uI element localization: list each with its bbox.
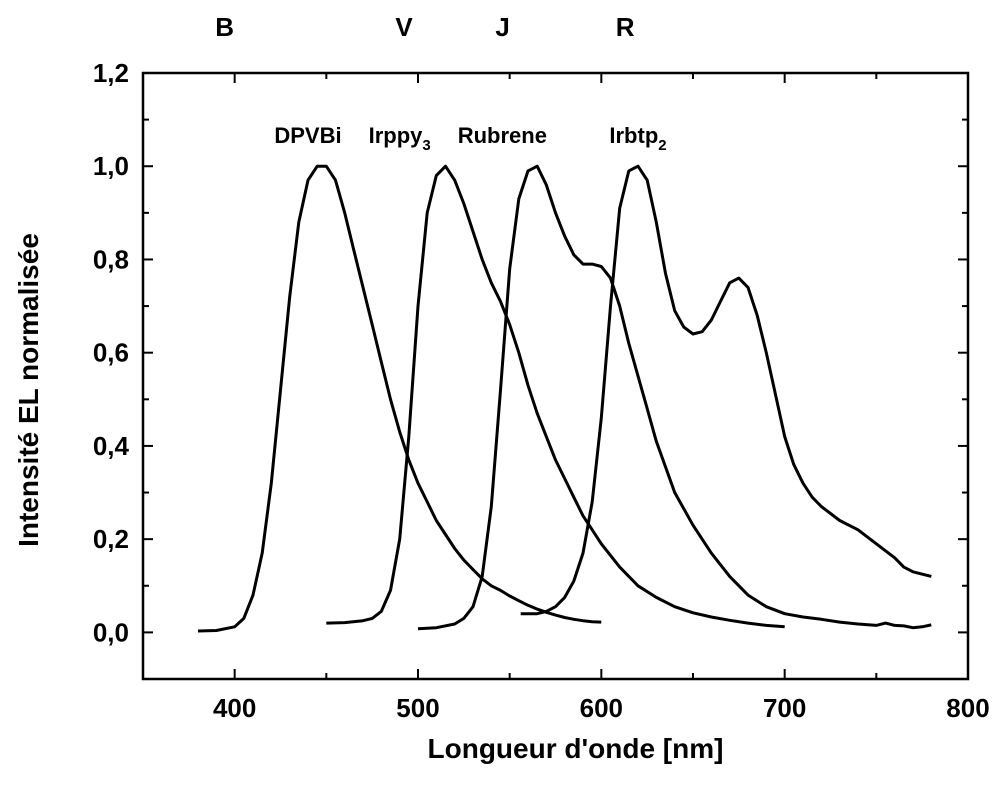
x-tick-label: 700 (763, 693, 806, 723)
axis-tick-labels: 400 500 600 700 800 0,0 0,2 0,4 0,6 0,8 1,0 1,2 (93, 58, 990, 723)
series-line-dpvbi (197, 164, 602, 633)
series-label-irbtp: Irbtp2 (609, 123, 666, 154)
y-tick-label: 0,2 (93, 524, 129, 554)
y-axis-title: Intensité EL normalisée (13, 233, 44, 547)
band-label-r: R (616, 12, 635, 42)
series-line-irbtp (520, 164, 932, 616)
series-label-irppy: Irppy3 (369, 123, 431, 154)
x-tick-label: 400 (213, 693, 256, 723)
series-labels: DPVBi Irppy3 Rubrene Irbtp2 (274, 123, 666, 154)
series-label-dpvbi: DPVBi (274, 123, 341, 148)
band-label-j: J (495, 12, 509, 42)
y-tick-label: 0,6 (93, 338, 129, 368)
y-tick-label: 1,2 (93, 58, 129, 88)
band-label-b: B (215, 12, 234, 42)
series-label-subscript: 2 (658, 137, 666, 154)
x-tick-label: 800 (946, 693, 989, 723)
y-tick-label: 1,0 (93, 151, 129, 181)
series-label-text: Irppy (369, 123, 424, 148)
series-label-text: Rubrene (458, 123, 547, 148)
series-curves (197, 164, 932, 633)
y-tick-label: 0,0 (93, 617, 129, 647)
x-tick-label: 600 (580, 693, 623, 723)
series-label-text: Irbtp (609, 123, 658, 148)
plot-frame (141, 71, 970, 681)
series-line-rubrene (417, 164, 932, 631)
series-line-irppy (326, 164, 785, 629)
series-label-subscript: 3 (422, 137, 430, 154)
y-tick-label: 0,8 (93, 244, 129, 274)
y-tick-label: 0,4 (93, 431, 130, 461)
series-label-rubrene: Rubrene (458, 123, 547, 148)
series-label-text: DPVBi (274, 123, 341, 148)
x-tick-label: 500 (396, 693, 439, 723)
band-label-v: V (395, 12, 413, 42)
x-axis-title: Longueur d'onde [nm] (428, 733, 724, 764)
axis-ticks (142, 72, 969, 680)
